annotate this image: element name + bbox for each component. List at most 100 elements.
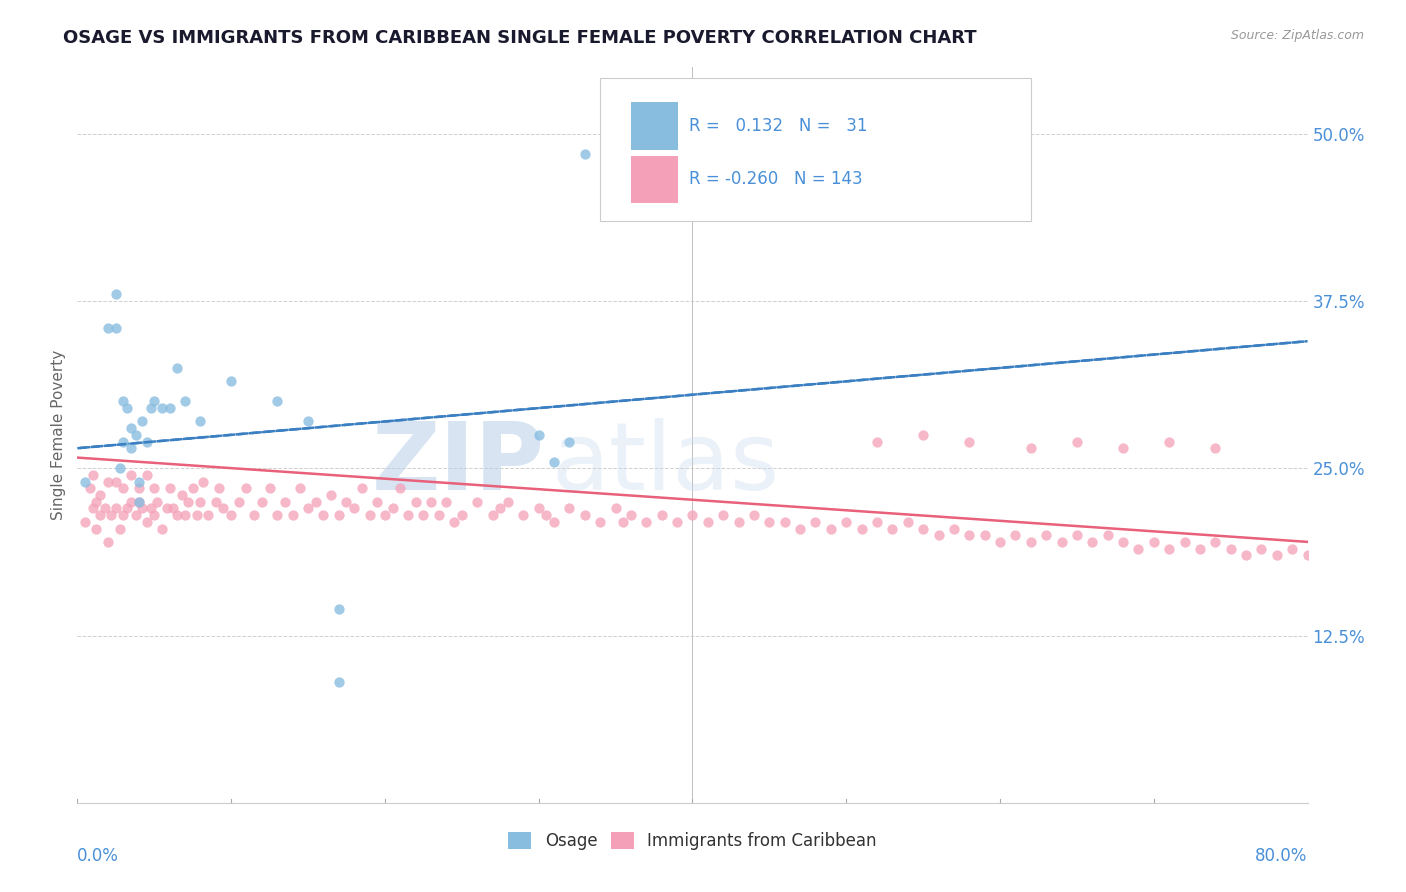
Point: [450, 508, 472, 522]
Point: [141, 401, 163, 416]
Point: [104, 287, 127, 301]
Point: [266, 508, 288, 522]
Point: [228, 494, 250, 508]
Point: [912, 427, 935, 442]
Point: [89, 508, 111, 522]
Point: [120, 441, 142, 455]
Point: [193, 475, 215, 489]
Point: [112, 434, 135, 449]
Point: [73, 475, 96, 489]
Point: [112, 481, 135, 495]
Point: [115, 501, 138, 516]
Point: [177, 494, 200, 508]
Point: [882, 521, 904, 535]
Point: [574, 508, 596, 522]
Text: atlas: atlas: [551, 418, 779, 510]
Point: [73, 515, 96, 529]
Point: [1128, 541, 1150, 556]
Point: [128, 475, 150, 489]
Point: [1004, 528, 1026, 542]
Point: [527, 427, 550, 442]
Point: [343, 501, 366, 516]
Point: [527, 501, 550, 516]
Point: [290, 481, 312, 495]
Point: [146, 494, 169, 508]
Point: [94, 501, 117, 516]
Point: [558, 501, 581, 516]
Point: [605, 501, 627, 516]
Point: [496, 494, 519, 508]
Point: [235, 481, 257, 495]
Point: [1204, 534, 1226, 549]
Point: [1066, 528, 1088, 542]
Point: [162, 501, 184, 516]
Point: [374, 508, 396, 522]
Point: [1234, 548, 1257, 563]
Point: [651, 508, 673, 522]
Point: [335, 494, 357, 508]
Text: ZIP: ZIP: [373, 418, 546, 510]
Point: [1050, 534, 1073, 549]
Point: [412, 508, 434, 522]
Point: [281, 508, 304, 522]
Point: [636, 515, 658, 529]
Point: [405, 494, 427, 508]
Point: [436, 494, 458, 508]
Point: [589, 515, 612, 529]
Point: [1281, 541, 1303, 556]
Point: [97, 475, 120, 489]
Point: [97, 534, 120, 549]
Point: [188, 494, 212, 508]
Point: [159, 401, 181, 416]
Point: [1081, 534, 1104, 549]
Point: [758, 515, 780, 529]
Point: [104, 475, 127, 489]
Point: [328, 602, 350, 616]
Point: [443, 515, 465, 529]
Point: [120, 421, 142, 435]
FancyBboxPatch shape: [600, 78, 1031, 221]
Point: [166, 360, 188, 375]
Point: [328, 508, 350, 522]
Point: [1250, 541, 1272, 556]
Point: [1204, 441, 1226, 455]
Point: [481, 508, 503, 522]
Text: R = -0.260   N = 143: R = -0.260 N = 143: [689, 170, 862, 188]
Point: [208, 481, 231, 495]
Point: [620, 508, 643, 522]
Point: [250, 494, 273, 508]
Point: [973, 528, 995, 542]
Point: [128, 481, 150, 495]
Point: [804, 515, 827, 529]
Point: [1159, 541, 1181, 556]
Point: [773, 515, 796, 529]
Point: [1066, 434, 1088, 449]
Point: [1159, 434, 1181, 449]
Point: [135, 515, 157, 529]
Point: [1219, 541, 1241, 556]
Point: [197, 508, 219, 522]
Point: [319, 488, 342, 502]
Point: [1097, 528, 1119, 542]
Point: [266, 394, 288, 409]
Point: [381, 501, 404, 516]
Point: [711, 508, 734, 522]
Point: [166, 508, 188, 522]
Point: [97, 320, 120, 334]
Text: 80.0%: 80.0%: [1256, 847, 1308, 865]
Point: [110, 461, 132, 475]
Point: [820, 521, 842, 535]
Point: [150, 521, 173, 535]
Point: [120, 494, 142, 508]
Point: [789, 521, 811, 535]
Point: [104, 320, 127, 334]
Point: [1019, 534, 1042, 549]
Point: [243, 508, 266, 522]
Point: [305, 494, 328, 508]
Point: [558, 434, 581, 449]
Point: [155, 501, 177, 516]
Point: [143, 481, 166, 495]
Point: [89, 488, 111, 502]
Point: [389, 481, 412, 495]
Point: [942, 521, 965, 535]
